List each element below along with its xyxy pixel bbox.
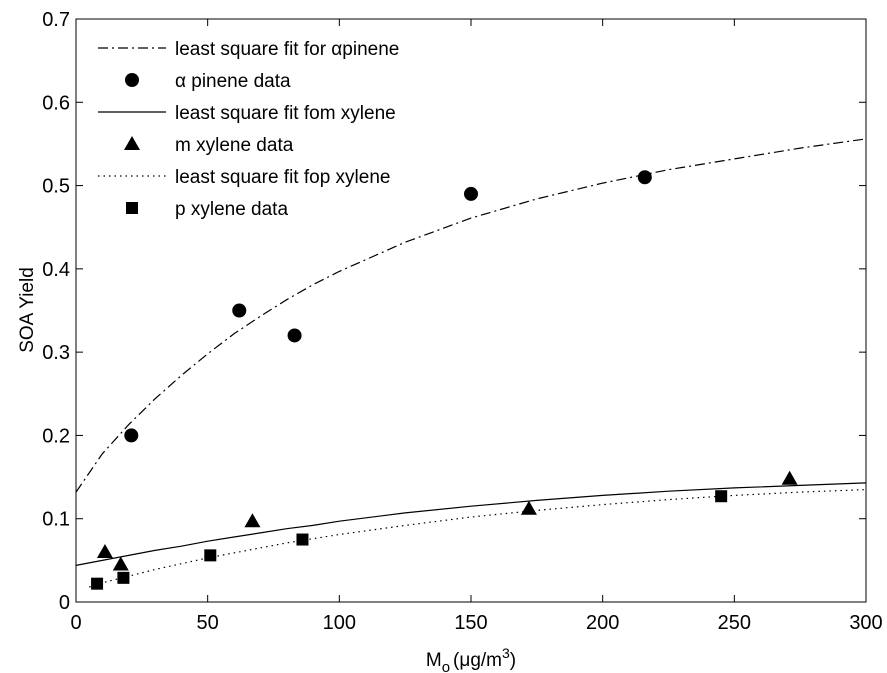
data-point-circle — [287, 328, 302, 343]
axis-ticks: 0 50 100 150 200 250 300 0 0.1 0.2 0.3 0.4 0.5 0.6 0.7 — [42, 9, 883, 634]
y-tick-label: 0.7 — [42, 9, 70, 31]
series-1 — [75, 138, 867, 493]
x-tick-label: 50 — [197, 612, 219, 634]
legend-marker-triangle — [124, 136, 140, 150]
data-point-circle — [637, 170, 652, 185]
legend: least square fit for αpinene α pinene dat… — [98, 39, 399, 220]
series-6 — [91, 490, 728, 590]
data-point-square — [715, 490, 728, 503]
data-point-circle — [232, 303, 247, 318]
x-axis-label-units-close: ) — [510, 650, 516, 671]
legend-label: p xylene data — [175, 199, 288, 220]
x-tick-label: 0 — [70, 612, 81, 634]
data-point-square — [204, 549, 217, 562]
fit-line — [75, 138, 867, 493]
data-point-triangle — [112, 556, 129, 571]
plot-area — [75, 18, 867, 603]
data-point-circle — [464, 186, 478, 201]
series-2 — [124, 170, 652, 443]
data-point-triangle — [244, 513, 261, 528]
y-tick-label: 0.4 — [42, 259, 70, 281]
x-tick-label: 250 — [718, 612, 751, 634]
x-tick-label: 150 — [454, 612, 487, 634]
legend-label: α pinene data — [175, 71, 291, 92]
legend-label: m xylene data — [175, 135, 294, 156]
y-tick-label: 0 — [59, 592, 70, 614]
legend-label: least square fit fop xylene — [175, 167, 390, 188]
series-3 — [75, 482, 867, 566]
data-point-triangle — [781, 470, 798, 485]
y-tick-label: 0.1 — [42, 509, 70, 531]
x-axis-label: Mo (μg/m3) — [426, 645, 516, 673]
y-tick-label: 0.3 — [42, 342, 70, 364]
x-tick-label: 300 — [849, 612, 882, 634]
series-layer — [75, 138, 867, 590]
data-point-square — [117, 571, 130, 584]
data-point-triangle — [520, 500, 537, 515]
legend-marker-circle — [125, 73, 139, 87]
x-tick-label: 100 — [323, 612, 356, 634]
legend-marker-square — [126, 202, 138, 214]
y-tick-label: 0.6 — [42, 92, 70, 114]
y-axis-label: SOA Yield — [17, 267, 38, 353]
fit-line — [75, 482, 867, 566]
x-axis-label-units-superscript: 3 — [502, 645, 510, 661]
x-axis-label-units: (μg/m — [453, 650, 502, 671]
x-axis-label-main: M — [426, 650, 442, 671]
y-tick-label: 0.2 — [42, 425, 70, 447]
series-4 — [96, 470, 798, 571]
data-point-square — [296, 533, 309, 546]
data-point-circle — [124, 428, 139, 443]
y-tick-label: 0.5 — [42, 176, 70, 198]
x-tick-label: 200 — [586, 612, 619, 634]
legend-label: least square fit for αpinene — [175, 39, 399, 60]
data-point-triangle — [96, 544, 113, 559]
data-point-square — [91, 577, 104, 590]
x-axis-label-subscript: o — [442, 659, 450, 673]
legend-label: least square fit fom xylene — [175, 103, 396, 124]
